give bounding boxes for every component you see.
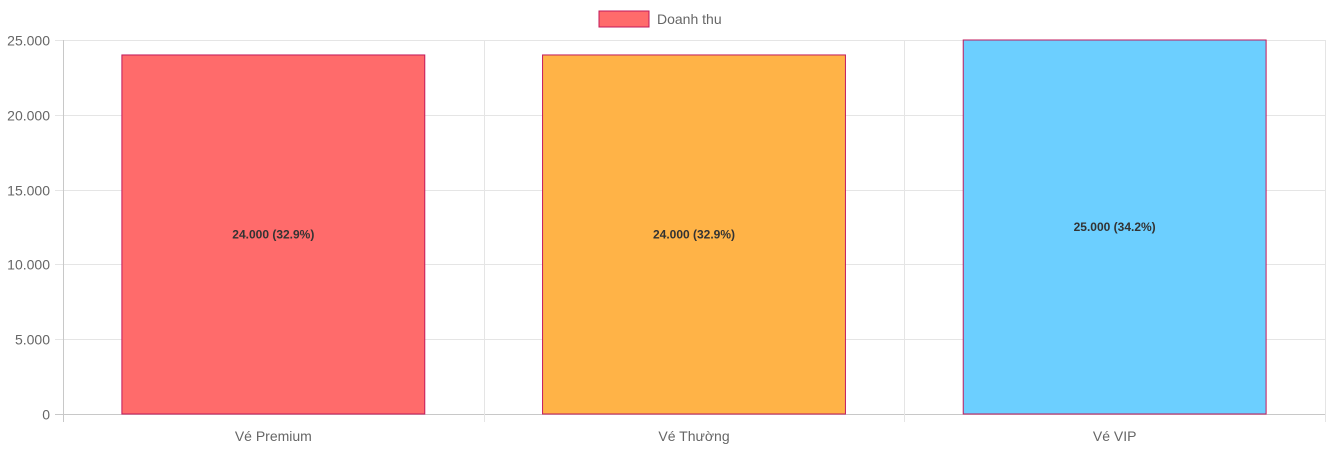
x-tick-label: Vé VIP (1093, 428, 1137, 444)
bars (121, 39, 1267, 415)
x-tick-label: Vé Thường (658, 428, 729, 444)
bar-value-label: 24.000 (32.9%) (653, 227, 735, 241)
bar-value-label: 25.000 (34.2%) (1074, 220, 1156, 234)
bar[interactable] (542, 54, 846, 415)
y-tick-label: 5.000 (15, 332, 50, 348)
legend-swatch[interactable] (598, 10, 650, 28)
axes: 0 5.000 10.000 15.000 20.000 25.000 Vé Premium… (7, 33, 1136, 445)
legend-label[interactable]: Doanh thu (657, 11, 722, 27)
y-tick-label: 15.000 (7, 183, 50, 199)
bar[interactable] (962, 39, 1267, 415)
legend[interactable]: Doanh thu (598, 10, 722, 28)
bar-value-label: 24.000 (32.9%) (232, 227, 314, 241)
data-labels: 24.000 (32.9%) 24.000 (32.9%) 25.000 (34.2… (232, 220, 1155, 241)
y-tick-label: 0 (42, 407, 50, 423)
bar[interactable] (121, 54, 426, 415)
y-tick-label: 20.000 (7, 108, 50, 124)
y-tick-label: 10.000 (7, 257, 50, 273)
x-tick-label: Vé Premium (235, 428, 312, 444)
y-tick-label: 25.000 (7, 33, 50, 49)
